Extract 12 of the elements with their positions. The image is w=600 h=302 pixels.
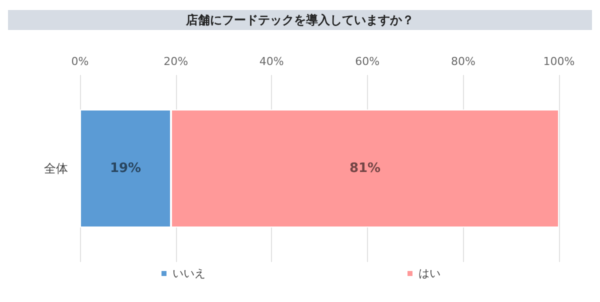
legend-label: いいえ [172, 267, 206, 280]
data-label: 81% [349, 161, 381, 176]
y-tick-label: 全体 [44, 162, 68, 176]
x-tick-label: 80% [450, 55, 476, 68]
x-tick-label: 60% [355, 55, 380, 68]
legend-label: はい [418, 267, 440, 280]
chart-title: 店舗にフードテックを導入していますか？ [185, 13, 414, 27]
x-tick-label: 40% [259, 55, 284, 68]
x-tick-label: 20% [164, 55, 188, 68]
x-tick-label: 100% [543, 55, 575, 68]
data-label: 19% [110, 161, 142, 176]
x-tick-label: 0% [71, 55, 89, 68]
